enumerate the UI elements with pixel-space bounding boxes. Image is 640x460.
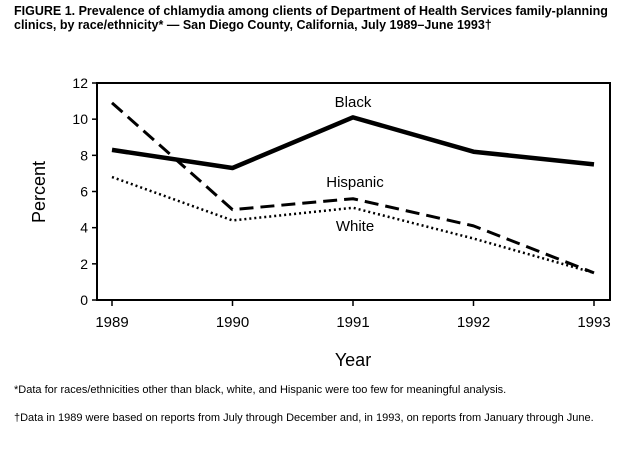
y-tick-label: 0 (80, 292, 88, 308)
series-label-hispanic: Hispanic (326, 174, 384, 191)
y-tick-label: 10 (72, 111, 88, 127)
series-label-black: Black (335, 94, 372, 111)
y-axis-label: Percent (29, 161, 49, 223)
x-tick-label: 1991 (336, 314, 369, 331)
y-tick-label: 12 (72, 75, 88, 91)
x-tick-label: 1992 (457, 314, 490, 331)
y-tick-label: 2 (80, 256, 88, 272)
x-axis-label: Year (335, 350, 371, 370)
series-line-white (111, 175, 595, 275)
x-tick-label: 1989 (95, 314, 128, 331)
footnote-1: *Data for races/ethnicities other than b… (14, 384, 507, 396)
x-tick-label: 1993 (577, 314, 610, 331)
series-line-black (111, 115, 595, 171)
series-label-white: White (336, 218, 374, 235)
footnote-2: †Data in 1989 were based on reports from… (14, 412, 594, 424)
y-tick-label: 8 (80, 147, 88, 163)
chart-title: FIGURE 1. Prevalence of chlamydia among … (14, 4, 608, 32)
x-tick-label: 1990 (216, 314, 249, 331)
y-tick-label: 4 (80, 220, 88, 236)
y-tick-label: 6 (80, 184, 88, 200)
